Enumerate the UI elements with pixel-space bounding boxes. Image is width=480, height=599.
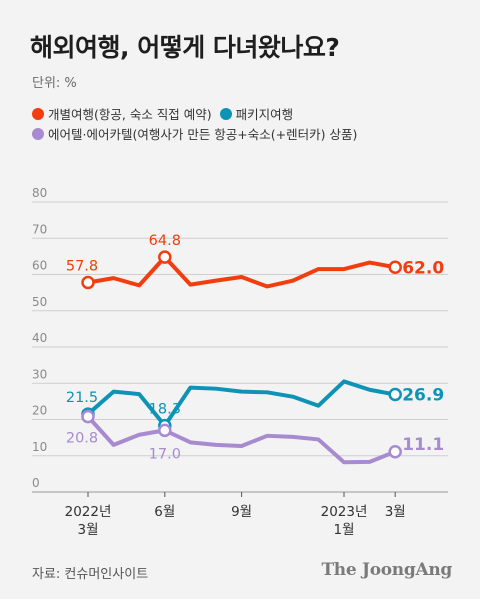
legend-row: 에어텔·에어카텔(여행사가 만든 항공+숙소(+렌터카) 상품) [32,124,365,143]
data-label: 20.8 [66,431,98,447]
y-tick-label: 20 [32,404,47,418]
y-tick-label: 80 [32,186,47,200]
series-line-2 [86,414,398,465]
legend-label: 에어텔·에어카텔(여행사가 만든 항공+숙소(+렌터카) 상품) [48,127,358,142]
data-point-marker [81,409,95,424]
legend-row: 개별여행(항공, 숙소 직접 예약) 패키지여행 [32,104,301,123]
data-label: 11.1 [402,435,444,455]
legend-dot-icon [219,107,232,120]
chart-title: 해외여행, 어떻게 다녀왔나요? [30,33,340,62]
y-tick-label: 40 [32,331,47,345]
x-tick-label: 2022년 [65,504,112,520]
data-label: 64.8 [149,233,181,249]
x-tick-label: 1월 [333,522,354,538]
brand-logo: The JoongAng [321,560,452,580]
data-point-marker [388,260,402,274]
data-label: 26.9 [402,385,444,405]
y-tick-label: 60 [32,259,47,273]
source-note: 자료: 컨슈머인사이트 [32,567,149,582]
legend-label: 패키지여행 [235,107,294,122]
y-tick-label: 70 [32,222,47,236]
data-label: 21.5 [66,390,98,406]
y-tick-label: 10 [32,440,47,454]
x-tick-label: 9월 [231,504,252,520]
y-tick-label: 30 [32,367,47,381]
data-point-marker [158,423,172,438]
y-tick-label: 0 [32,476,40,490]
legend-dot-icon [32,107,44,120]
x-tick-label: 2023년 [321,504,368,520]
data-point-marker [388,445,402,459]
x-tick-label: 3월 [77,522,98,538]
series-line-0 [86,255,398,289]
unit-label: 단위: % [32,76,77,91]
data-label: 17.0 [149,446,181,462]
data-label: 62.0 [402,258,444,278]
x-tick-label: 3월 [385,504,406,520]
legend-item-package: 패키지여행 [219,104,294,123]
legend-item-individual: 개별여행(항공, 숙소 직접 예약) [32,104,212,123]
series-line-1 [86,379,398,428]
y-tick-label: 50 [32,295,47,309]
legend-dot-icon [32,127,44,140]
data-point-marker [158,250,172,264]
legend-item-airtel: 에어텔·에어카텔(여행사가 만든 항공+숙소(+렌터카) 상품) [32,124,357,143]
data-point-marker [388,387,402,402]
x-tick-label: 6월 [154,504,175,520]
data-point-marker [81,275,95,290]
legend-label: 개별여행(항공, 숙소 직접 예약) [48,107,212,122]
data-label: 57.8 [66,258,98,274]
data-label: 18.3 [149,402,181,418]
